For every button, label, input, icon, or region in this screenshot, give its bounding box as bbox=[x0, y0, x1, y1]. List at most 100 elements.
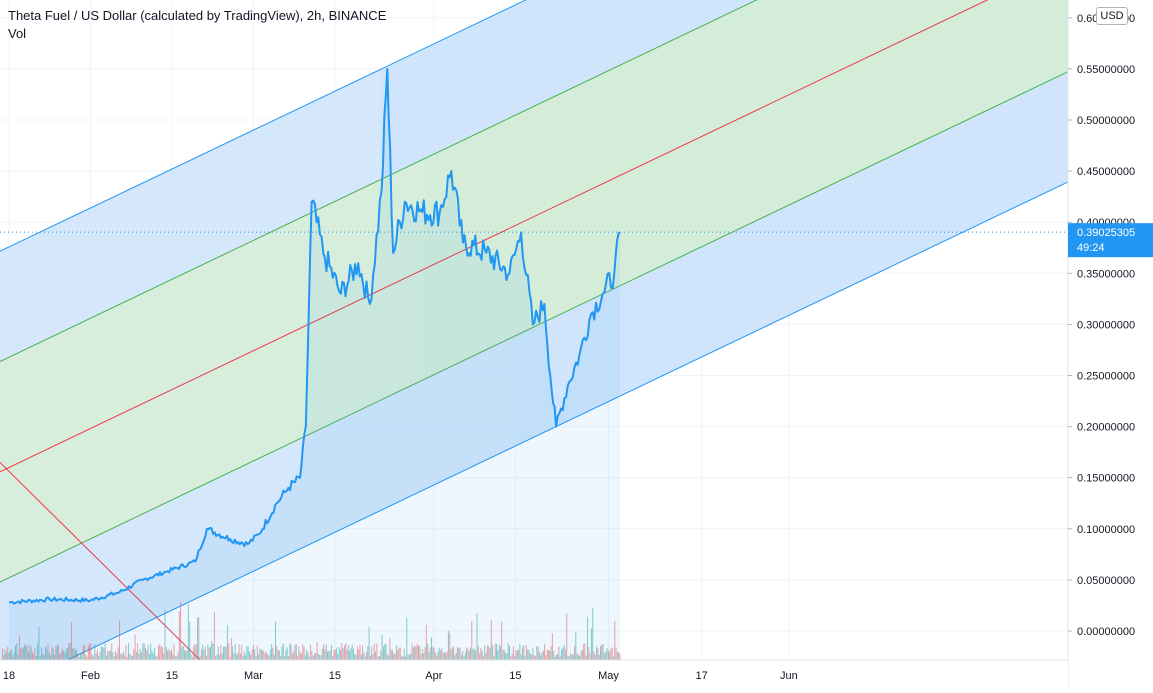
volume-bar bbox=[193, 646, 195, 660]
volume-bar bbox=[215, 656, 217, 660]
volume-bar bbox=[618, 651, 620, 660]
volume-bar bbox=[288, 656, 289, 660]
volume-bar bbox=[262, 650, 263, 660]
volume-bar bbox=[429, 647, 431, 660]
pitchfork-trend-line[interactable] bbox=[0, 462, 201, 661]
volume-bar bbox=[616, 652, 618, 660]
time-axis-tick-label[interactable]: Apr bbox=[425, 670, 442, 682]
volume-bar bbox=[488, 646, 490, 660]
volume-bar bbox=[217, 646, 219, 660]
volume-bar bbox=[606, 648, 608, 660]
volume-bar bbox=[466, 647, 468, 660]
volume-bar bbox=[169, 650, 171, 660]
volume-bar bbox=[298, 646, 300, 660]
volume-bar bbox=[304, 655, 306, 660]
pitchfork-lower-inner-line[interactable] bbox=[0, 71, 1069, 583]
volume-bar bbox=[459, 647, 461, 660]
time-axis-tick-label[interactable]: Feb bbox=[81, 670, 100, 682]
price-axis-tick-label[interactable]: 0.30000000 bbox=[1077, 319, 1135, 331]
time-axis-tick-label[interactable]: 15 bbox=[509, 670, 521, 682]
volume-legend-label[interactable]: Vol bbox=[8, 26, 27, 41]
currency-button[interactable]: USD bbox=[1096, 7, 1128, 25]
price-axis[interactable]: 0.00000000 0.05000000 0.10000000 0.15000000… bbox=[1067, 0, 1153, 688]
volume-bar bbox=[86, 656, 88, 660]
pitchfork-upper-inner-line[interactable] bbox=[0, 0, 1068, 362]
volume-bar bbox=[316, 641, 318, 660]
volume-bar bbox=[293, 651, 295, 660]
volume-bar bbox=[271, 643, 273, 660]
volume-bar bbox=[498, 644, 500, 660]
volume-bar bbox=[204, 646, 206, 660]
volume-bar bbox=[113, 656, 115, 660]
volume-bar bbox=[579, 656, 581, 660]
volume-bar bbox=[368, 627, 370, 660]
volume-bar bbox=[28, 651, 29, 660]
price-axis-tick-label[interactable]: 0.05000000 bbox=[1077, 575, 1135, 587]
volume-bar bbox=[277, 650, 279, 660]
volume-bar bbox=[25, 645, 27, 660]
volume-bar bbox=[59, 653, 61, 660]
pitchfork-median-line[interactable] bbox=[0, 0, 1068, 473]
time-axis-tick-label[interactable]: 15 bbox=[166, 670, 178, 682]
volume-bar bbox=[433, 647, 435, 660]
volume-bar bbox=[489, 648, 491, 660]
volume-bar bbox=[415, 646, 417, 660]
volume-bar bbox=[581, 649, 583, 660]
pitchfork-lower-line[interactable] bbox=[0, 181, 1069, 693]
price-axis-tick-label[interactable]: 0.25000000 bbox=[1077, 371, 1135, 383]
volume-bar bbox=[121, 653, 123, 660]
volume-bar bbox=[43, 654, 45, 660]
volume-bar bbox=[21, 646, 23, 660]
volume-bar bbox=[158, 645, 159, 660]
volume-bar bbox=[239, 653, 241, 660]
time-axis-tick-label[interactable]: Jun bbox=[780, 670, 798, 682]
volume-bar bbox=[385, 644, 387, 660]
volume-bar bbox=[375, 651, 377, 660]
volume-bar bbox=[468, 650, 470, 660]
volume-bar bbox=[232, 646, 234, 660]
price-axis-tick-label[interactable]: 0.35000000 bbox=[1077, 268, 1135, 280]
price-axis-tick-label[interactable]: 0.55000000 bbox=[1077, 64, 1135, 76]
volume-bar bbox=[60, 652, 62, 660]
pitchfork-outer-band-lower-ext bbox=[0, 71, 1068, 693]
volume-bar bbox=[533, 655, 535, 660]
volume-bar bbox=[553, 650, 555, 660]
volume-bar bbox=[528, 649, 530, 660]
volume-bar bbox=[46, 648, 48, 660]
volume-bar bbox=[389, 638, 391, 660]
pitchfork-drawing[interactable] bbox=[0, 0, 1069, 693]
volume-bar bbox=[440, 650, 442, 660]
price-axis-tick-label[interactable]: 0.00000000 bbox=[1077, 626, 1135, 638]
volume-bar bbox=[91, 654, 93, 660]
volume-bar bbox=[122, 651, 124, 660]
volume-bar bbox=[233, 653, 235, 660]
price-axis-tick-label[interactable]: 0.15000000 bbox=[1077, 473, 1135, 485]
volume-bars bbox=[2, 601, 621, 660]
time-axis[interactable]: 18 Feb 15 Mar 15 Apr 15 May 17 Jun bbox=[0, 659, 1068, 688]
price-series[interactable] bbox=[8, 67, 621, 660]
volume-bar bbox=[532, 647, 534, 660]
volume-bar bbox=[63, 650, 65, 660]
volume-bar bbox=[237, 652, 239, 660]
time-axis-tick-label[interactable]: 18 bbox=[3, 670, 15, 682]
symbol-title[interactable]: Theta Fuel / US Dollar (calculated by Tr… bbox=[8, 8, 387, 23]
price-line[interactable] bbox=[8, 67, 621, 605]
price-axis-tick-label[interactable]: 0.50000000 bbox=[1077, 115, 1135, 127]
volume-bar bbox=[249, 651, 250, 660]
volume-bar bbox=[382, 646, 384, 660]
time-axis-tick-label[interactable]: Mar bbox=[244, 670, 263, 682]
time-axis-tick-label[interactable]: 15 bbox=[329, 670, 341, 682]
volume-bar bbox=[542, 650, 544, 660]
price-axis-tick-label[interactable]: 0.45000000 bbox=[1077, 166, 1135, 178]
price-axis-tick-label[interactable]: 0.20000000 bbox=[1077, 422, 1135, 434]
time-axis-tick-label[interactable]: May bbox=[598, 670, 619, 682]
volume-bar bbox=[202, 644, 204, 660]
volume-bar bbox=[354, 653, 356, 660]
bar-countdown: 49:24 bbox=[1077, 242, 1105, 254]
price-axis-tick-label[interactable]: 0.10000000 bbox=[1077, 524, 1135, 536]
pitchfork-upper-line[interactable] bbox=[0, 0, 1068, 252]
time-axis-tick-label[interactable]: 17 bbox=[695, 670, 707, 682]
volume-bar bbox=[549, 650, 551, 660]
